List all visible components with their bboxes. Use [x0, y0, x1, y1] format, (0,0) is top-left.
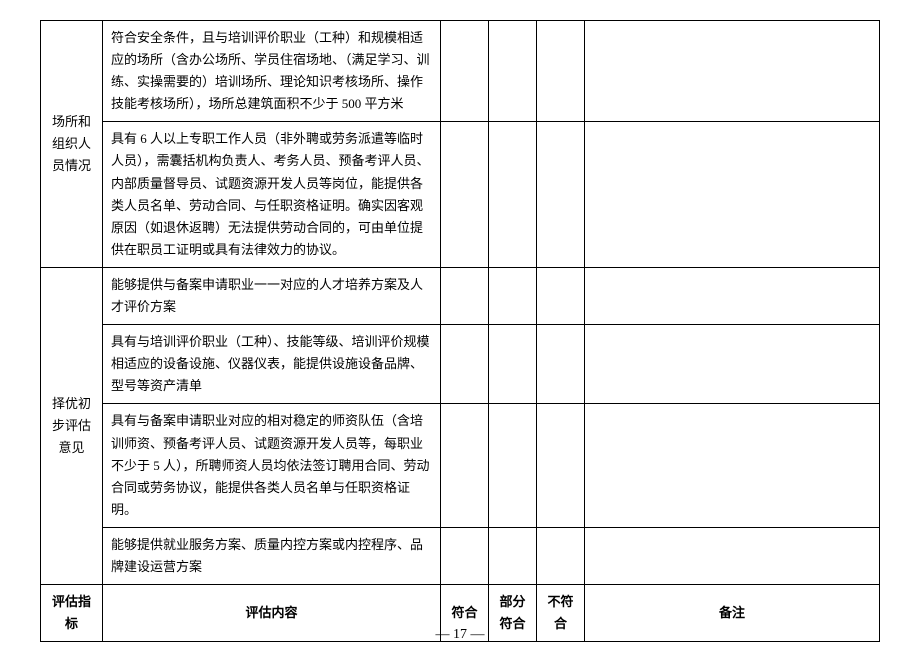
cell-check: [441, 325, 489, 404]
cell-remark: [585, 267, 880, 324]
cell-partial: [489, 404, 537, 527]
cell-remark: [585, 404, 880, 527]
evaluation-table: 场所和组织人员情况 符合安全条件，且与培训评价职业（工种）和规模相适应的场所（含…: [40, 20, 880, 642]
cell-nocheck: [537, 325, 585, 404]
page-number: — 17 —: [0, 627, 920, 643]
group1-label: 场所和组织人员情况: [41, 21, 103, 268]
cell-nocheck: [537, 404, 585, 527]
cell-check: [441, 267, 489, 324]
cell-nocheck: [537, 122, 585, 268]
cell-partial: [489, 21, 537, 122]
group2-content-0: 能够提供与备案申请职业一一对应的人才培养方案及人才评价方案: [103, 267, 441, 324]
group2-content-3: 能够提供就业服务方案、质量内控方案或内控程序、品牌建设运营方案: [103, 527, 441, 584]
cell-check: [441, 527, 489, 584]
group2-content-1: 具有与培训评价职业（工种）、技能等级、培训评价规模相适应的设备设施、仪器仪表，能…: [103, 325, 441, 404]
cell-check: [441, 122, 489, 268]
cell-remark: [585, 122, 880, 268]
cell-partial: [489, 267, 537, 324]
group1-content-1: 具有 6 人以上专职工作人员（非外聘或劳务派遣等临时人员），需囊括机构负责人、考…: [103, 122, 441, 268]
cell-partial: [489, 325, 537, 404]
group2-label: 择优初步评估意见: [41, 267, 103, 584]
cell-remark: [585, 527, 880, 584]
cell-check: [441, 21, 489, 122]
cell-partial: [489, 527, 537, 584]
cell-remark: [585, 325, 880, 404]
cell-check: [441, 404, 489, 527]
cell-nocheck: [537, 527, 585, 584]
group2-content-2: 具有与备案申请职业对应的相对稳定的师资队伍（含培训师资、预备考评人员、试题资源开…: [103, 404, 441, 527]
cell-nocheck: [537, 21, 585, 122]
group1-content-0: 符合安全条件，且与培训评价职业（工种）和规模相适应的场所（含办公场所、学员住宿场…: [103, 21, 441, 122]
cell-partial: [489, 122, 537, 268]
cell-remark: [585, 21, 880, 122]
cell-nocheck: [537, 267, 585, 324]
